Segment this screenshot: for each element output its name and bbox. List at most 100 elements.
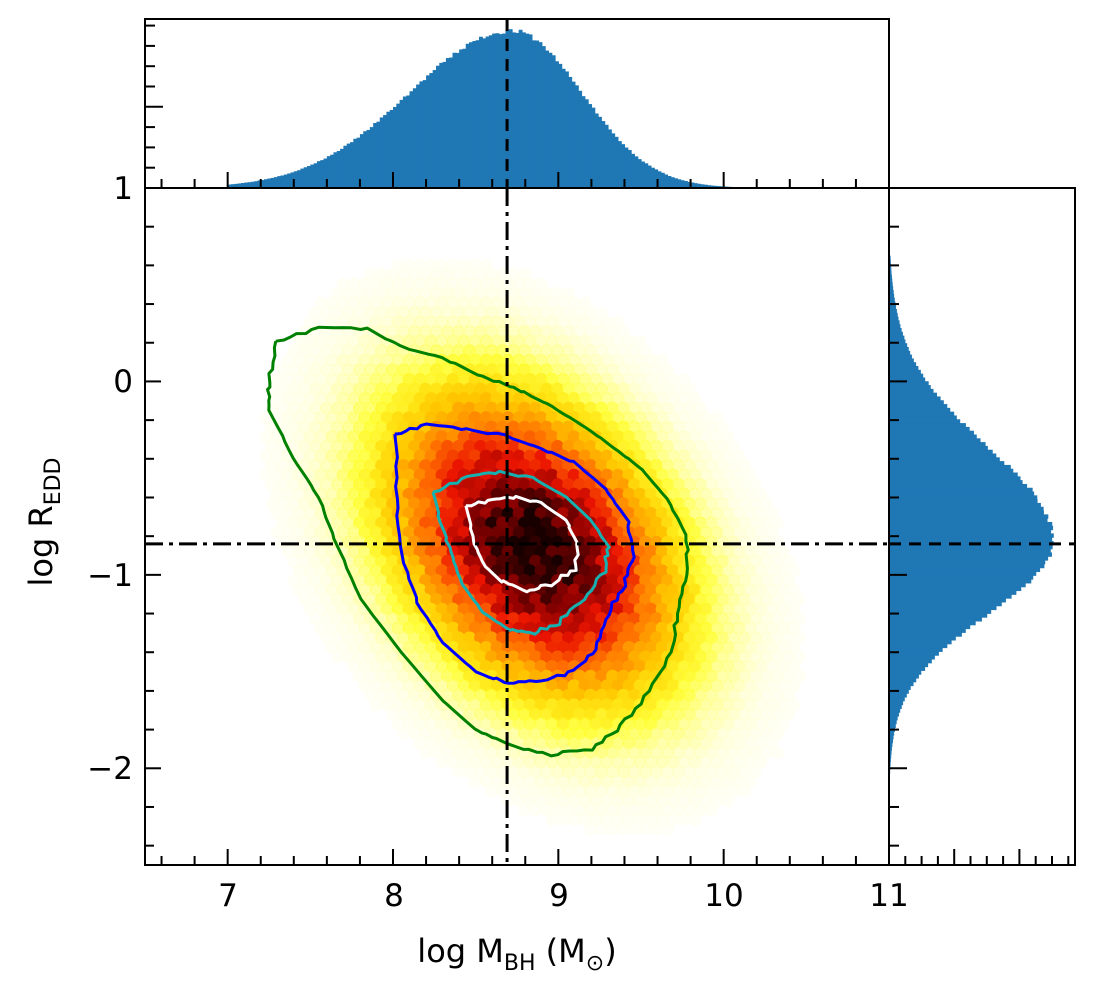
- hexbin-cell: [331, 440, 344, 453]
- hexbin-cell: [661, 631, 674, 645]
- right-histogram-bar: [889, 362, 917, 367]
- hexbin-cell: [694, 688, 707, 702]
- hexbin-cell: [518, 708, 531, 721]
- hexbin-cell: [507, 306, 520, 319]
- hexbin-cell: [672, 650, 685, 664]
- hexbin-cell: [782, 650, 795, 664]
- hexbin-cell: [424, 296, 438, 310]
- hexbin-cell: [435, 545, 449, 559]
- hexbin-cell: [408, 286, 421, 300]
- x-tick-label: 8: [384, 878, 404, 914]
- hexbin-cell: [490, 641, 504, 654]
- hexbin-cell: [397, 708, 410, 721]
- hexbin-cell: [485, 344, 498, 358]
- hexbin-cell: [490, 774, 504, 788]
- hexbin-cell: [672, 401, 685, 415]
- hexbin-cell: [567, 717, 581, 731]
- hexbin-cell: [573, 784, 586, 798]
- hexbin-cell: [347, 315, 361, 329]
- hexbin-cell: [529, 459, 542, 472]
- hexbin-cell: [589, 679, 603, 692]
- right-histogram-bar: [889, 385, 931, 390]
- hexbin-cell: [672, 574, 685, 587]
- hexbin-cell: [705, 765, 718, 779]
- right-histogram-bar: [889, 750, 892, 755]
- hexbin-cell: [512, 353, 526, 367]
- hexbin-cell: [666, 449, 680, 463]
- hexbin-cell: [364, 420, 377, 434]
- hexbin-cell: [369, 526, 383, 539]
- hexbin-cell: [523, 794, 537, 807]
- top-histogram-bar: [439, 62, 444, 188]
- right-histogram-bar: [889, 674, 919, 679]
- hexbin-cell: [413, 315, 427, 329]
- hexbin-cell: [545, 698, 559, 712]
- hexbin-cell: [490, 277, 504, 291]
- right-histogram-bar: [889, 457, 1000, 462]
- hexbin-cell: [441, 574, 454, 587]
- hexbin-cell: [639, 382, 652, 396]
- hexbin-cell: [683, 784, 696, 798]
- hexbin-cell: [727, 497, 740, 511]
- hexbin-cell: [534, 602, 548, 616]
- hexbin-cell: [584, 803, 597, 817]
- hexbin-cell: [512, 774, 526, 788]
- hexbin-cell: [776, 641, 790, 654]
- hexbin-cell: [375, 401, 388, 415]
- hexbin-cell: [529, 727, 542, 740]
- hexbin-cell: [562, 574, 575, 587]
- hexbin-cell: [457, 564, 471, 578]
- right-histogram-bar: [889, 537, 1053, 542]
- hexbin-cell: [402, 507, 416, 520]
- hexbin-cell: [683, 420, 696, 434]
- hexbin-cell: [776, 602, 790, 616]
- hexbin-cell: [364, 286, 377, 300]
- hexbin-cell: [419, 306, 432, 319]
- hexbin-cell: [325, 507, 339, 520]
- hexbin-cell: [578, 794, 592, 807]
- hexbin-cell: [369, 430, 383, 444]
- hexbin-cell: [490, 755, 504, 769]
- hexbin-cell: [540, 784, 553, 798]
- hexbin-cell: [529, 382, 542, 396]
- hexbin-cell: [716, 497, 729, 511]
- hexbin-cell: [430, 574, 443, 587]
- hexbin-cell: [375, 554, 388, 568]
- contour-lines: [266, 325, 690, 758]
- hexbin-cell: [633, 755, 647, 769]
- hexbin-cell: [556, 717, 570, 731]
- hexbin-cell: [369, 468, 383, 482]
- top-histogram-bar: [247, 182, 252, 188]
- hexbin-cell: [639, 497, 652, 511]
- hexbin-cell: [655, 813, 669, 826]
- hexbin-cell: [380, 277, 394, 291]
- right-histogram-bar: [889, 358, 914, 363]
- hexbin-cell: [617, 746, 630, 759]
- hexbin-cell: [369, 373, 383, 386]
- hexbin-cell: [303, 353, 317, 367]
- top-histogram-bar: [227, 184, 232, 188]
- hexbin-cell: [314, 430, 328, 444]
- right-histogram-bar: [889, 613, 988, 618]
- hexbin-cell: [760, 554, 773, 568]
- hexbin-cell: [441, 363, 454, 377]
- hexbin-cell: [309, 306, 322, 319]
- hexbin-cell: [677, 411, 691, 425]
- hexbin-cell: [320, 382, 333, 396]
- hexbin-cell: [595, 822, 608, 836]
- top-histogram-bar: [581, 96, 586, 188]
- hexbin-cell: [287, 516, 300, 530]
- hexbin-cell: [413, 277, 427, 291]
- hexbin-cell: [754, 545, 768, 559]
- hexbin-cell: [743, 583, 757, 597]
- hexbin-cell: [358, 545, 372, 559]
- hexbin-cell: [270, 468, 284, 482]
- hexbin-cell: [397, 363, 410, 377]
- hexbin-cell: [639, 822, 652, 836]
- hexbin-cell: [743, 717, 757, 731]
- hexbin-cell: [463, 765, 476, 779]
- hexbin-cell: [314, 373, 328, 386]
- top-histogram-bar: [548, 52, 553, 189]
- hexbin-cell: [787, 660, 801, 673]
- hexbin-cell: [287, 344, 300, 358]
